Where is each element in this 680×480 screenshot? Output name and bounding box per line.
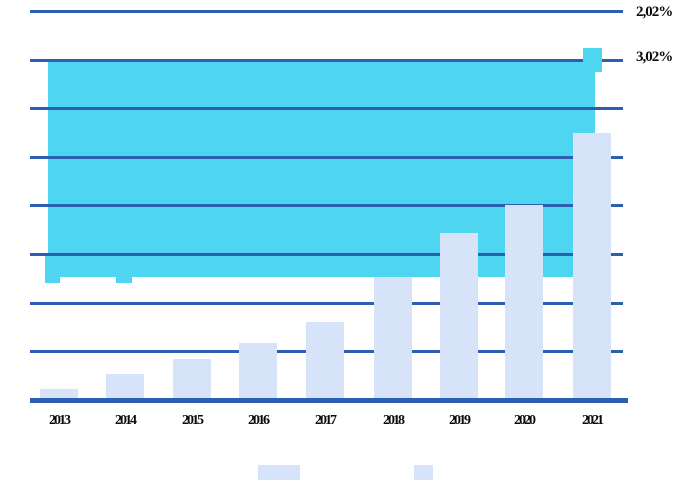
bar-primary-2015[interactable] — [173, 359, 211, 398]
x-axis-line — [30, 398, 628, 403]
secondary-fragment-2014[interactable] — [116, 275, 132, 283]
legend-swatch-1[interactable] — [414, 465, 433, 480]
value-label-0: 2,02% — [636, 4, 673, 20]
gridline-6 — [30, 302, 623, 305]
bar-primary-2017[interactable] — [306, 322, 344, 398]
gridline-4 — [30, 204, 623, 207]
secondary-fragment-2013[interactable] — [45, 256, 60, 283]
gridline-3 — [30, 156, 623, 159]
x-tick-label-2019: 2019 — [449, 413, 471, 428]
x-tick-label-2018: 2018 — [383, 413, 405, 428]
bar-primary-2016[interactable] — [239, 343, 277, 398]
bar-primary-2014[interactable] — [106, 374, 144, 398]
legend-swatch-0[interactable] — [258, 465, 300, 480]
bar-primary-2021[interactable] — [573, 133, 611, 398]
x-tick-label-2016: 2016 — [248, 413, 270, 428]
gridline-2 — [30, 107, 623, 110]
bar-primary-2019[interactable] — [440, 233, 478, 398]
x-tick-label-2020: 2020 — [514, 413, 536, 428]
x-tick-label-2017: 2017 — [315, 413, 337, 428]
x-tick-label-2013: 2013 — [49, 413, 71, 428]
bar-primary-2013[interactable] — [40, 389, 78, 398]
x-tick-label-2021: 2021 — [582, 413, 604, 428]
gridline-1 — [30, 59, 623, 62]
x-tick-label-2015: 2015 — [182, 413, 204, 428]
secondary-fragment-2021[interactable] — [583, 48, 602, 72]
bar-primary-2020[interactable] — [505, 205, 543, 398]
x-tick-label-2014: 2014 — [115, 413, 137, 428]
secondary-series-band[interactable] — [48, 60, 595, 277]
bar-primary-2018[interactable] — [374, 277, 412, 398]
gridline-5 — [30, 253, 623, 256]
gridline-0 — [30, 10, 623, 13]
value-label-1: 3,02% — [636, 49, 673, 65]
